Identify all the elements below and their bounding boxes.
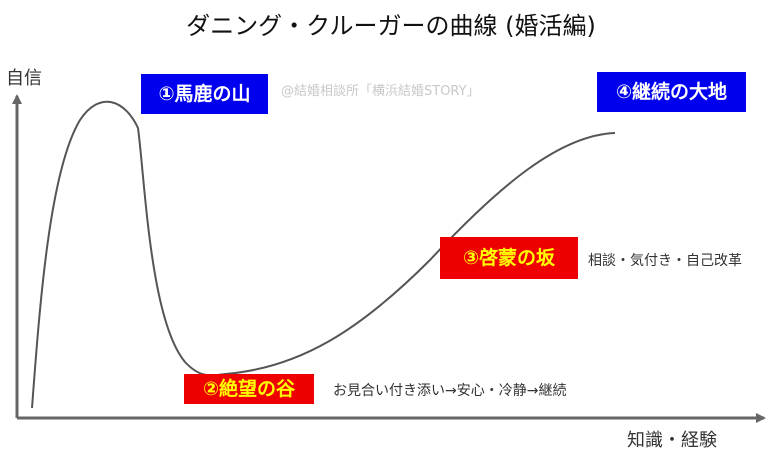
x-axis-label: 知識・経験 [627,430,717,451]
page-title: ダニング・クルーガーの曲線 (婚活編) [186,12,596,40]
watermark-text: @結婚相談所「横浜結婚STORY」 [281,84,480,99]
stage2-label: ②絶望の谷 [184,374,314,404]
stage1-label: ①馬鹿の山 [141,74,268,114]
y-axis-label: 自信 [6,68,42,89]
stage3-note: 相談・気付き・自己改革 [588,253,742,269]
stage4-label: ④継続の大地 [597,72,746,112]
stage2-note: お見合い付き添い→安心・冷静→継続 [333,383,567,399]
stage3-label: ③啓蒙の坂 [440,237,578,279]
